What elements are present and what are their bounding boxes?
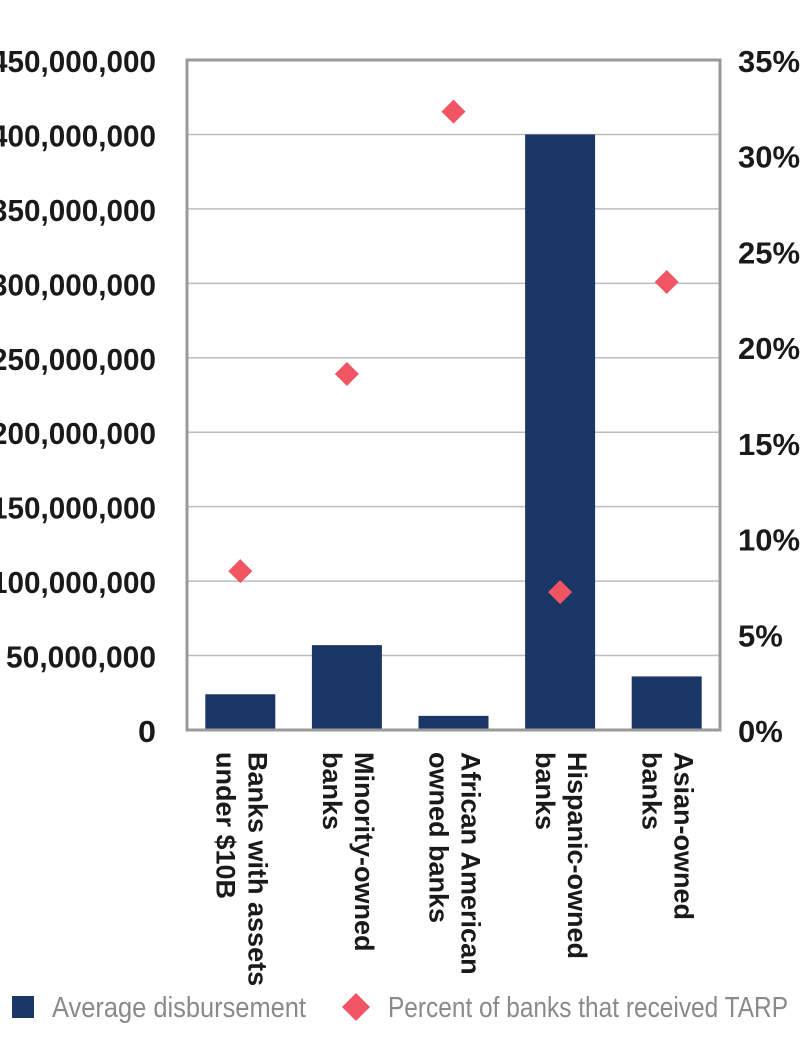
left-tick-label: 250,000,000 (0, 342, 156, 377)
marker-2 (334, 361, 359, 386)
category-label-line: Asian-owned (669, 752, 699, 920)
category-label-line: Minority-owned (349, 752, 379, 951)
legend-label-percent-tarp: Percent of banks that received TARP (388, 992, 788, 1024)
marker-5 (654, 270, 679, 295)
right-tick-label: 25% (738, 235, 800, 270)
left-tick-label: 400,000,000 (0, 118, 156, 153)
category-label-line: owned banks (424, 752, 454, 923)
right-tick-label: 15% (738, 427, 800, 462)
category-label-line: under $10B (210, 752, 240, 899)
category-label-line: banks (317, 752, 347, 830)
category-label-line: Banks with assets (242, 752, 272, 986)
category-label-line: banks (637, 752, 667, 830)
bar-5 (631, 676, 702, 730)
legend-swatch-percent-tarp (342, 993, 370, 1021)
category-label-line: banks (530, 752, 560, 830)
left-tick-label: 150,000,000 (0, 491, 156, 526)
bar-2 (311, 645, 382, 730)
gridlines (187, 133, 720, 657)
legend-label-average-disbursement: Average disbursement (52, 992, 306, 1024)
left-tick-label: 300,000,000 (0, 267, 156, 302)
marker-4 (548, 580, 573, 605)
right-tick-label: 35% (738, 44, 800, 79)
category-label-line: African American (456, 752, 486, 975)
right-tick-label: 30% (738, 140, 800, 175)
plot-frame (185, 58, 722, 732)
legend: Average disbursement Percent of banks th… (12, 992, 788, 1024)
marker-1 (228, 559, 253, 584)
right-tick-label: 20% (738, 331, 800, 366)
left-tick-label: 350,000,000 (0, 193, 156, 228)
category-label-line: Hispanic-owned (562, 752, 592, 959)
bar-4 (525, 134, 596, 730)
right-tick-label: 0% (738, 714, 783, 749)
left-tick-label: 50,000,000 (6, 640, 156, 675)
right-tick-label: 10% (738, 523, 800, 558)
legend-swatch-average-disbursement (12, 996, 34, 1018)
left-axis: 0 50,000,000 100,000,000 150,000,000 200,000… (0, 44, 156, 749)
bar-1 (205, 694, 276, 730)
right-axis: 0% 5% 10% 15% 20% 25% 30% 35% (738, 44, 800, 749)
left-tick-label: 0 (138, 714, 156, 749)
marker-series (228, 99, 679, 605)
left-tick-label: 100,000,000 (0, 565, 156, 600)
left-tick-label: 450,000,000 (0, 44, 156, 79)
marker-3 (441, 99, 466, 124)
bar-3 (418, 715, 489, 730)
right-tick-label: 5% (738, 618, 783, 653)
bar-series (205, 134, 702, 730)
left-tick-label: 200,000,000 (0, 416, 156, 451)
